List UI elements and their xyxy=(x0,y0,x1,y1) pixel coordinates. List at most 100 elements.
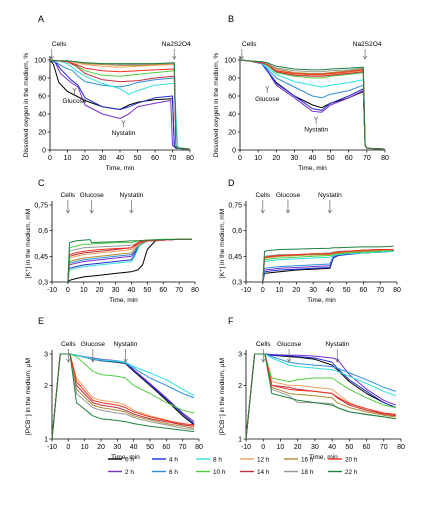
y-axis-label: Dissolved oxygen in the medium, % xyxy=(213,53,220,158)
x-tick-label: 70 xyxy=(169,155,177,162)
annotation-label: Nystatin xyxy=(318,192,342,199)
x-tick-label: 30 xyxy=(113,444,121,451)
y-tick-label: 80 xyxy=(38,76,46,83)
legend-label-10h: 10 h xyxy=(213,469,226,476)
y-tick-label: 3 xyxy=(238,352,242,359)
x-tick-label: 50 xyxy=(143,287,151,294)
x-tick-label: 60 xyxy=(360,287,368,294)
y-tick-label: 0,6 xyxy=(232,228,242,235)
annotation-arrowhead xyxy=(260,209,265,214)
y-tick-label: 40 xyxy=(38,112,46,119)
panel-label-d: D xyxy=(228,178,235,188)
x-tick-label: 10 xyxy=(277,444,285,451)
annotation-label: Nystatin xyxy=(304,127,328,134)
x-tick-label: 40 xyxy=(326,287,334,294)
y-axis-label: [PCB⁻] in the medium, μM xyxy=(219,358,226,435)
x-tick-label: 60 xyxy=(151,155,159,162)
legend-label-12h: 12 h xyxy=(257,456,270,463)
x-tick-label: 50 xyxy=(345,444,353,451)
annotation-arrowhead xyxy=(72,87,77,92)
x-axis-label: Time, min xyxy=(109,297,138,304)
x-tick-label: 30 xyxy=(309,287,317,294)
x-tick-label: 0 xyxy=(238,155,242,162)
y-tick-label: 0,3 xyxy=(38,280,48,287)
series-line-18h xyxy=(67,238,192,283)
annotation-label: Na2S2O4 xyxy=(353,41,382,48)
annotation-arrowhead xyxy=(89,209,94,214)
annotation-label: Glucose xyxy=(255,96,280,103)
annotation-label: Glucose xyxy=(62,98,87,105)
x-tick-label: 40 xyxy=(130,444,138,451)
series-line-10h xyxy=(262,249,394,283)
panel-label-a: A xyxy=(38,14,44,24)
annotation-label: Cells xyxy=(256,341,271,348)
annotation-label: Cells xyxy=(61,192,76,199)
panel-label-f: F xyxy=(228,316,234,326)
x-tick-label: 40 xyxy=(116,155,124,162)
x-tick-label: 80 xyxy=(381,155,389,162)
y-tick-label: 2 xyxy=(44,383,48,390)
annotation-arrowhead xyxy=(327,209,332,214)
x-tick-label: 10 xyxy=(254,155,262,162)
annotation-label: Cells xyxy=(52,41,67,48)
x-tick-label: -10 xyxy=(241,287,251,294)
x-axis-label: Time, min xyxy=(298,165,327,172)
x-tick-label: 50 xyxy=(134,155,142,162)
annotation-arrowhead xyxy=(261,358,266,363)
y-tick-label: 100 xyxy=(224,58,236,65)
panel-label-c: C xyxy=(38,178,45,188)
x-tick-label: 10 xyxy=(64,155,72,162)
x-tick-label: 60 xyxy=(159,287,167,294)
annotation-arrowhead xyxy=(65,209,70,214)
annotation-label: Cells xyxy=(61,341,76,348)
x-tick-label: 50 xyxy=(343,287,351,294)
x-axis-label: Time, min xyxy=(106,165,135,172)
annotation-label: Glucose xyxy=(80,192,105,199)
series-line-8h xyxy=(262,250,394,283)
x-axis-label: Time, min xyxy=(309,454,338,461)
annotation-label: Na2S2O4 xyxy=(162,41,191,48)
x-tick-label: 70 xyxy=(380,444,388,451)
x-tick-label: 30 xyxy=(99,155,107,162)
x-tick-label: -10 xyxy=(47,444,57,451)
x-tick-label: 80 xyxy=(191,287,199,294)
legend-label-18h: 18 h xyxy=(301,469,314,476)
x-tick-label: 20 xyxy=(272,155,280,162)
annotation-label: Nystatin xyxy=(114,341,138,348)
y-tick-label: 40 xyxy=(228,112,236,119)
annotation-arrowhead xyxy=(172,55,177,60)
y-tick-label: 0,75 xyxy=(34,203,48,210)
x-tick-label: 20 xyxy=(96,287,104,294)
x-tick-label: 40 xyxy=(309,155,317,162)
y-tick-label: 2 xyxy=(238,383,242,390)
x-axis-label: Time, min xyxy=(111,454,140,461)
x-tick-label: 20 xyxy=(81,155,89,162)
series-line-22h xyxy=(239,59,386,150)
x-tick-label: 60 xyxy=(162,444,170,451)
y-tick-label: 60 xyxy=(38,94,46,101)
legend-label-20h: 20 h xyxy=(345,456,358,463)
annotation-arrowhead xyxy=(285,209,291,214)
series-line-20h xyxy=(262,249,394,283)
legend-label-6h: 6 h xyxy=(169,469,178,476)
x-tick-label: 70 xyxy=(363,155,371,162)
y-tick-label: 0,75 xyxy=(228,203,242,210)
x-tick-label: 50 xyxy=(146,444,154,451)
y-tick-label: 0,3 xyxy=(232,280,242,287)
annotation-arrowhead xyxy=(286,358,292,363)
x-tick-label: 0 xyxy=(48,155,52,162)
series-line-22h xyxy=(67,238,192,283)
annotation-label: Glucose xyxy=(276,192,301,199)
annotation-label: Glucose xyxy=(277,341,302,348)
y-tick-label: 20 xyxy=(38,130,46,137)
annotation-label: Glucose xyxy=(81,341,106,348)
annotation-arrowhead xyxy=(49,55,54,60)
annotation-arrowhead xyxy=(129,209,134,214)
annotation-label: Nystatin xyxy=(120,192,144,199)
x-axis-label: Time, min xyxy=(307,297,336,304)
x-tick-label: 30 xyxy=(290,155,298,162)
y-tick-label: 3 xyxy=(44,352,48,359)
y-tick-label: 1 xyxy=(44,437,48,444)
y-tick-label: 0,45 xyxy=(228,254,242,261)
x-tick-label: 30 xyxy=(311,444,319,451)
